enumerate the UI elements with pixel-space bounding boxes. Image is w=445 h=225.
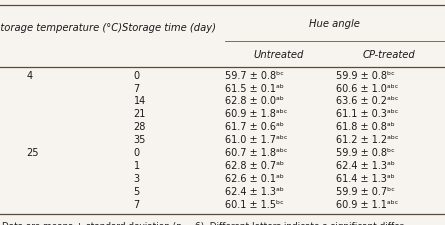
Text: Storage time (day): Storage time (day) [122,23,216,33]
Text: 60.7 ± 1.8ᵃᵇᶜ: 60.7 ± 1.8ᵃᵇᶜ [225,147,287,157]
Text: 4: 4 [27,70,33,80]
Text: Hue angle: Hue angle [309,19,360,29]
Text: CP-treated: CP-treated [363,50,416,60]
Text: Data are means ± standard deviation (n = 6). Different letters indicate a signif: Data are means ± standard deviation (n =… [2,221,406,225]
Text: 5: 5 [134,186,140,196]
Text: 25: 25 [27,147,39,157]
Text: 61.0 ± 1.7ᵃᵇᶜ: 61.0 ± 1.7ᵃᵇᶜ [225,135,287,144]
Text: Untreated: Untreated [253,50,303,60]
Text: 59.9 ± 0.8ᵇᶜ: 59.9 ± 0.8ᵇᶜ [336,147,395,157]
Text: 1: 1 [134,160,140,170]
Text: 60.6 ± 1.0ᵃᵇᶜ: 60.6 ± 1.0ᵃᵇᶜ [336,83,398,93]
Text: 7: 7 [134,83,140,93]
Text: 61.7 ± 0.6ᵃᵇ: 61.7 ± 0.6ᵃᵇ [225,122,283,132]
Text: Storage temperature (°C): Storage temperature (°C) [0,23,122,33]
Text: 62.8 ± 0.7ᵃᵇ: 62.8 ± 0.7ᵃᵇ [225,160,284,170]
Text: 59.9 ± 0.7ᵇᶜ: 59.9 ± 0.7ᵇᶜ [336,186,395,196]
Text: 60.9 ± 1.1ᵃᵇᶜ: 60.9 ± 1.1ᵃᵇᶜ [336,199,398,209]
Text: 60.9 ± 1.8ᵃᵇᶜ: 60.9 ± 1.8ᵃᵇᶜ [225,109,287,119]
Text: 62.4 ± 1.3ᵃᵇ: 62.4 ± 1.3ᵃᵇ [336,160,395,170]
Text: 7: 7 [134,199,140,209]
Text: 61.8 ± 0.8ᵃᵇ: 61.8 ± 0.8ᵃᵇ [336,122,395,132]
Text: 14: 14 [134,96,146,106]
Text: 0: 0 [134,70,140,80]
Text: 61.1 ± 0.3ᵃᵇᶜ: 61.1 ± 0.3ᵃᵇᶜ [336,109,398,119]
Text: 28: 28 [134,122,146,132]
Text: 0: 0 [134,147,140,157]
Text: 61.4 ± 1.3ᵃᵇ: 61.4 ± 1.3ᵃᵇ [336,173,395,183]
Text: 59.7 ± 0.8ᵇᶜ: 59.7 ± 0.8ᵇᶜ [225,70,283,80]
Text: 35: 35 [134,135,146,144]
Text: 61.2 ± 1.2ᵃᵇᶜ: 61.2 ± 1.2ᵃᵇᶜ [336,135,399,144]
Text: 63.6 ± 0.2ᵃᵇᶜ: 63.6 ± 0.2ᵃᵇᶜ [336,96,398,106]
Text: 62.6 ± 0.1ᵃᵇ: 62.6 ± 0.1ᵃᵇ [225,173,283,183]
Text: 59.9 ± 0.8ᵇᶜ: 59.9 ± 0.8ᵇᶜ [336,70,395,80]
Text: 3: 3 [134,173,140,183]
Text: 60.1 ± 1.5ᵇᶜ: 60.1 ± 1.5ᵇᶜ [225,199,283,209]
Text: 61.5 ± 0.1ᵃᵇ: 61.5 ± 0.1ᵃᵇ [225,83,283,93]
Text: 62.4 ± 1.3ᵃᵇ: 62.4 ± 1.3ᵃᵇ [225,186,283,196]
Text: 62.8 ± 0.0ᵃᵇ: 62.8 ± 0.0ᵃᵇ [225,96,283,106]
Text: 21: 21 [134,109,146,119]
